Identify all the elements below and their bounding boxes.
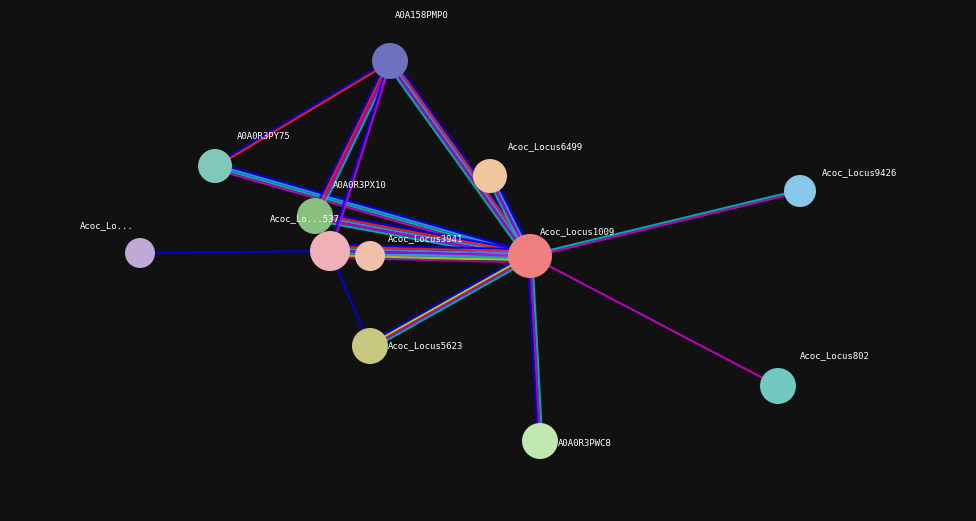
Text: Acoc_Locus6499: Acoc_Locus6499 [508,142,584,151]
Circle shape [352,328,388,364]
Text: A0A0R3PX10: A0A0R3PX10 [333,181,386,190]
Circle shape [784,175,816,207]
Circle shape [508,234,552,278]
Text: A0A0R3PWC8: A0A0R3PWC8 [558,439,612,448]
Text: Acoc_Locus9426: Acoc_Locus9426 [822,168,897,177]
Text: A0A158PMP0: A0A158PMP0 [395,11,449,20]
Text: Acoc_Locus5623: Acoc_Locus5623 [388,341,464,350]
Circle shape [297,198,333,234]
Text: Acoc_Locus1009: Acoc_Locus1009 [540,227,615,236]
Circle shape [372,43,408,79]
Circle shape [473,159,507,193]
Text: Acoc_Locus802: Acoc_Locus802 [800,351,870,360]
Text: Acoc_Lo...: Acoc_Lo... [80,221,134,230]
Circle shape [198,149,232,183]
Circle shape [355,241,385,271]
Circle shape [125,238,155,268]
Text: A0A0R3PY75: A0A0R3PY75 [237,132,291,141]
Text: Acoc_Lo...537: Acoc_Lo...537 [270,214,340,223]
Circle shape [760,368,796,404]
Circle shape [310,231,350,271]
Text: Acoc_Locus3941: Acoc_Locus3941 [388,234,464,243]
Circle shape [522,423,558,459]
